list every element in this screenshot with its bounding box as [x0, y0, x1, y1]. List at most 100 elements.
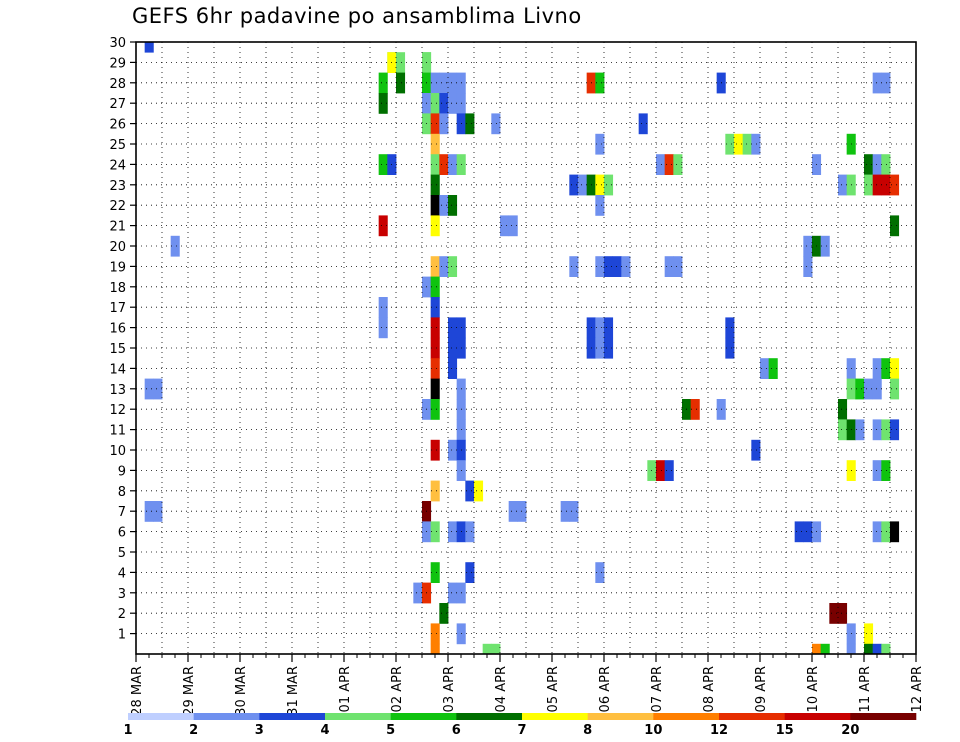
y-tick-label: 28 — [109, 77, 126, 92]
y-tick-label: 5 — [118, 546, 126, 561]
heatmap-cell — [430, 133, 440, 155]
legend-label: 3 — [255, 723, 264, 738]
heatmap-cell — [396, 52, 406, 73]
heatmap-cell — [430, 358, 440, 379]
x-tick-label: 07 APR — [650, 666, 665, 712]
heatmap-cell — [803, 256, 813, 277]
heatmap-cell — [768, 358, 778, 379]
heatmap-cell — [144, 501, 154, 522]
heatmap-cell — [465, 521, 475, 543]
heatmap-cell — [890, 358, 900, 379]
heatmap-cell — [430, 399, 440, 420]
legend-swatch — [653, 713, 720, 720]
chart-title: GEFS 6hr padavine po ansamblima Livno — [132, 4, 582, 28]
y-tick-label: 25 — [109, 138, 126, 153]
heatmap-cell — [864, 378, 874, 400]
y-tick-label: 17 — [109, 301, 126, 316]
heatmap-cell — [569, 256, 579, 277]
heatmap-cell — [430, 276, 440, 298]
heatmap-cell — [673, 256, 683, 277]
y-tick-label: 15 — [109, 342, 126, 357]
heatmap-cell — [751, 439, 761, 461]
legend-label: 5 — [386, 723, 395, 738]
heatmap-cell — [872, 72, 882, 94]
y-tick-label: 24 — [109, 158, 126, 173]
heatmap-cell — [430, 215, 440, 237]
heatmap-cell — [595, 195, 605, 216]
heatmap-cell — [448, 337, 458, 359]
heatmap-cell — [872, 154, 882, 175]
heatmap-cell — [881, 72, 891, 94]
heatmap-cell — [595, 256, 605, 277]
legend-label: 12 — [710, 723, 728, 738]
legend-swatch — [784, 713, 851, 720]
y-tick-label: 22 — [109, 199, 126, 214]
x-tick-label: 02 APR — [390, 666, 405, 712]
x-tick-label: 03 APR — [442, 666, 457, 712]
heatmap-cell — [742, 133, 752, 155]
y-tick-label: 11 — [109, 424, 126, 439]
heatmap-cell — [872, 419, 882, 441]
heatmap-cell — [881, 174, 891, 196]
heatmap-cell — [595, 72, 605, 94]
heatmap-cell — [430, 480, 440, 502]
x-tick-label: 09 APR — [754, 666, 769, 712]
heatmap-cell — [396, 72, 406, 94]
heatmap-cell — [872, 643, 882, 655]
heatmap-cell — [430, 521, 440, 543]
heatmap-cell — [872, 174, 882, 196]
heatmap-cell — [430, 317, 440, 339]
x-tick-label: 05 APR — [546, 666, 561, 712]
heatmap-cell — [500, 215, 510, 237]
heatmap-cell — [439, 72, 449, 94]
heatmap-cell — [430, 72, 440, 94]
x-tick-label: 10 APR — [806, 666, 821, 712]
heatmap-cell — [482, 643, 492, 655]
heatmap-cell — [170, 235, 180, 257]
heatmap-cell — [430, 256, 440, 277]
legend-swatch — [719, 713, 785, 720]
heatmap-cell — [890, 419, 900, 441]
heatmap-cell — [604, 337, 614, 359]
y-tick-label: 20 — [109, 240, 126, 255]
y-tick-label: 12 — [109, 403, 126, 418]
heatmap-cell — [448, 521, 458, 543]
heatmap-cell — [448, 439, 458, 461]
heatmap-cell — [439, 113, 449, 135]
x-tick-label: 30 MAR — [234, 666, 249, 716]
legend-label: 4 — [320, 723, 329, 738]
x-tick-label: 06 APR — [598, 666, 613, 712]
heatmap-cell — [656, 154, 666, 175]
legend-label: 1 — [123, 723, 132, 738]
x-tick-label: 12 APR — [910, 666, 925, 712]
heatmap-cell — [864, 154, 874, 175]
heatmap-cell — [604, 174, 614, 196]
x-tick-label: 29 MAR — [182, 666, 197, 716]
heatmap-cell — [569, 174, 579, 196]
heatmap-cell — [890, 174, 900, 196]
heatmap-cell — [760, 358, 770, 379]
x-tick-label: 31 MAR — [286, 666, 301, 716]
heatmap-cell — [638, 113, 648, 135]
y-tick-label: 27 — [109, 97, 126, 112]
heatmap-cell — [430, 439, 440, 461]
x-tick-label: 08 APR — [702, 666, 717, 712]
y-tick-label: 10 — [109, 444, 126, 459]
heatmap-cell — [153, 378, 163, 400]
heatmap-cell — [560, 501, 570, 522]
y-tick-label: 19 — [109, 260, 126, 275]
grid-layer — [136, 41, 916, 654]
heatmap-cell — [838, 419, 848, 441]
y-tick-label: 30 — [109, 36, 126, 51]
y-tick-label: 6 — [118, 526, 126, 541]
heatmap-cell — [508, 215, 518, 237]
heatmap-cell — [413, 582, 423, 604]
y-tick-label: 7 — [118, 505, 126, 520]
heatmap-cell — [725, 133, 735, 155]
y-tick-label: 18 — [109, 281, 126, 296]
y-tick-label: 13 — [109, 383, 126, 398]
heatmap-cell — [595, 562, 605, 583]
x-tick-label: 01 APR — [338, 666, 353, 712]
heatmap-cell — [491, 643, 501, 655]
heatmap-cell — [621, 256, 631, 277]
